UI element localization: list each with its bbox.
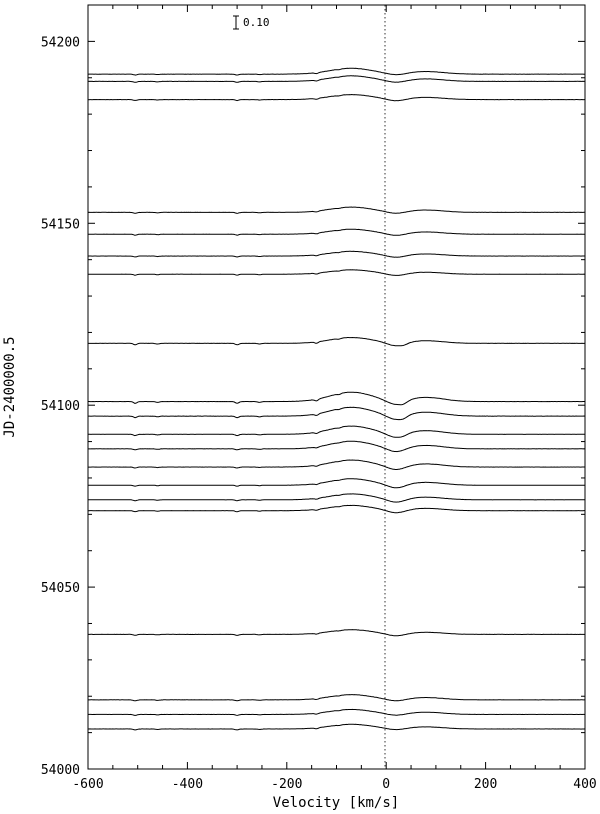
- spectrum-line: [88, 694, 586, 702]
- scale-bar-label: 0.10: [243, 16, 270, 29]
- spectrum-line: [88, 459, 585, 470]
- x-tick-label: -200: [271, 777, 302, 792]
- spectrum-line: [88, 406, 586, 421]
- y-tick-label: 54150: [41, 217, 80, 232]
- spectrum-line: [87, 336, 586, 347]
- spectrum-line: [87, 723, 586, 731]
- axis-ticks: [87, 4, 586, 770]
- spectrum-line: [87, 93, 585, 102]
- y-tick-label: 54050: [41, 581, 80, 596]
- spectrum-line: [87, 250, 585, 258]
- y-tick-label: 54000: [41, 763, 80, 778]
- spectrum-line: [88, 504, 585, 514]
- x-axis-label: Velocity [km/s]: [273, 795, 399, 811]
- x-tick-label: 400: [573, 777, 596, 792]
- x-tick-label: -600: [72, 777, 103, 792]
- x-tick-label: -400: [172, 777, 203, 792]
- spectrum-line: [87, 206, 585, 214]
- scale-bar: 0.10: [233, 15, 270, 30]
- spectrum-line: [87, 708, 586, 716]
- spectrum-line: [87, 493, 585, 503]
- spectrum-line: [87, 75, 586, 83]
- series-group: [87, 67, 586, 731]
- tick-labels: -600 -400 -200 0 200 400 54000 54050 54100 54150 5…: [41, 35, 597, 792]
- plot-frame: [87, 4, 586, 770]
- spectrum-line: [88, 629, 585, 637]
- spectrum-line: [88, 228, 585, 236]
- spectrum-line: [88, 478, 585, 489]
- spectrum-line: [88, 269, 586, 276]
- x-tick-label: 200: [474, 777, 497, 792]
- y-tick-label: 54100: [41, 399, 80, 414]
- y-tick-label: 54200: [41, 35, 80, 50]
- spectrum-line: [88, 391, 585, 406]
- spectrum-line: [87, 67, 586, 76]
- x-tick-label: 0: [382, 777, 390, 792]
- spectrum-line: [88, 425, 586, 438]
- spectrum-line: [88, 440, 586, 453]
- y-axis-label: JD-2400000.5: [2, 336, 18, 437]
